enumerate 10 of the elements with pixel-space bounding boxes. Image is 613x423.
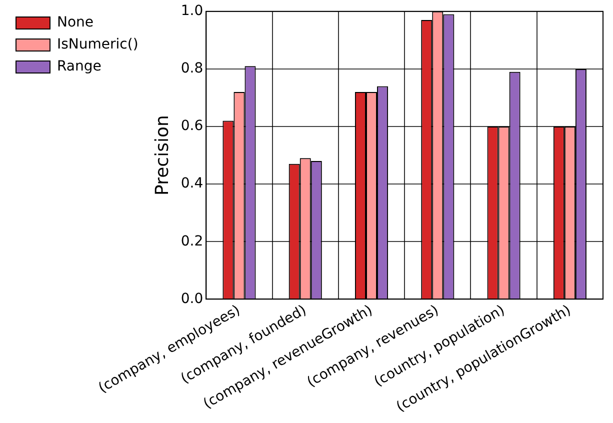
legend-label: None [57,14,94,31]
y-tick-label: 0.8 [180,60,204,77]
y-tick-label: 0.2 [180,233,204,250]
legend-label: Range [57,58,102,75]
legend-label: IsNumeric() [57,36,138,53]
y-tick-label: 1.0 [180,3,204,20]
y-tick-label: 0.6 [180,118,204,134]
y-tick-label: 0.0 [180,290,204,307]
y-axis-title: Precision [152,115,173,196]
y-tick-label: 0.4 [180,176,204,192]
